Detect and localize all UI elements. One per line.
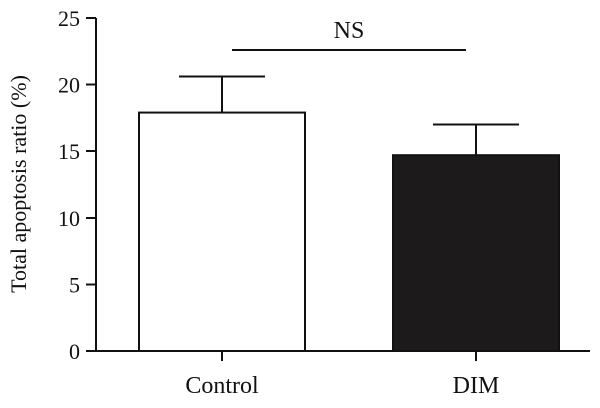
significance-label: NS: [334, 18, 365, 44]
y-tick-label-0: 0: [69, 339, 80, 364]
bar-dim: [392, 154, 560, 352]
x-tick-label-control: Control: [185, 373, 259, 399]
y-tick-label-5: 25: [58, 6, 80, 31]
bars: [138, 75, 560, 352]
annotations: NS: [232, 18, 466, 51]
bar-control: [138, 111, 306, 352]
y-tick-label-3: 15: [58, 139, 80, 164]
y-ticks: 0 5 10 15 20 25: [58, 6, 96, 364]
plot-area: 0 5 10 15 20 25 Control DIM NS: [58, 6, 590, 399]
y-tick-label-4: 20: [58, 73, 80, 98]
y-tick-label-2: 10: [58, 206, 80, 231]
x-ticks: Control DIM: [185, 351, 499, 399]
x-tick-label-dim: DIM: [453, 373, 500, 399]
y-axis-title: Total apoptosis ratio (%): [6, 75, 31, 293]
y-tick-label-1: 5: [69, 272, 80, 297]
